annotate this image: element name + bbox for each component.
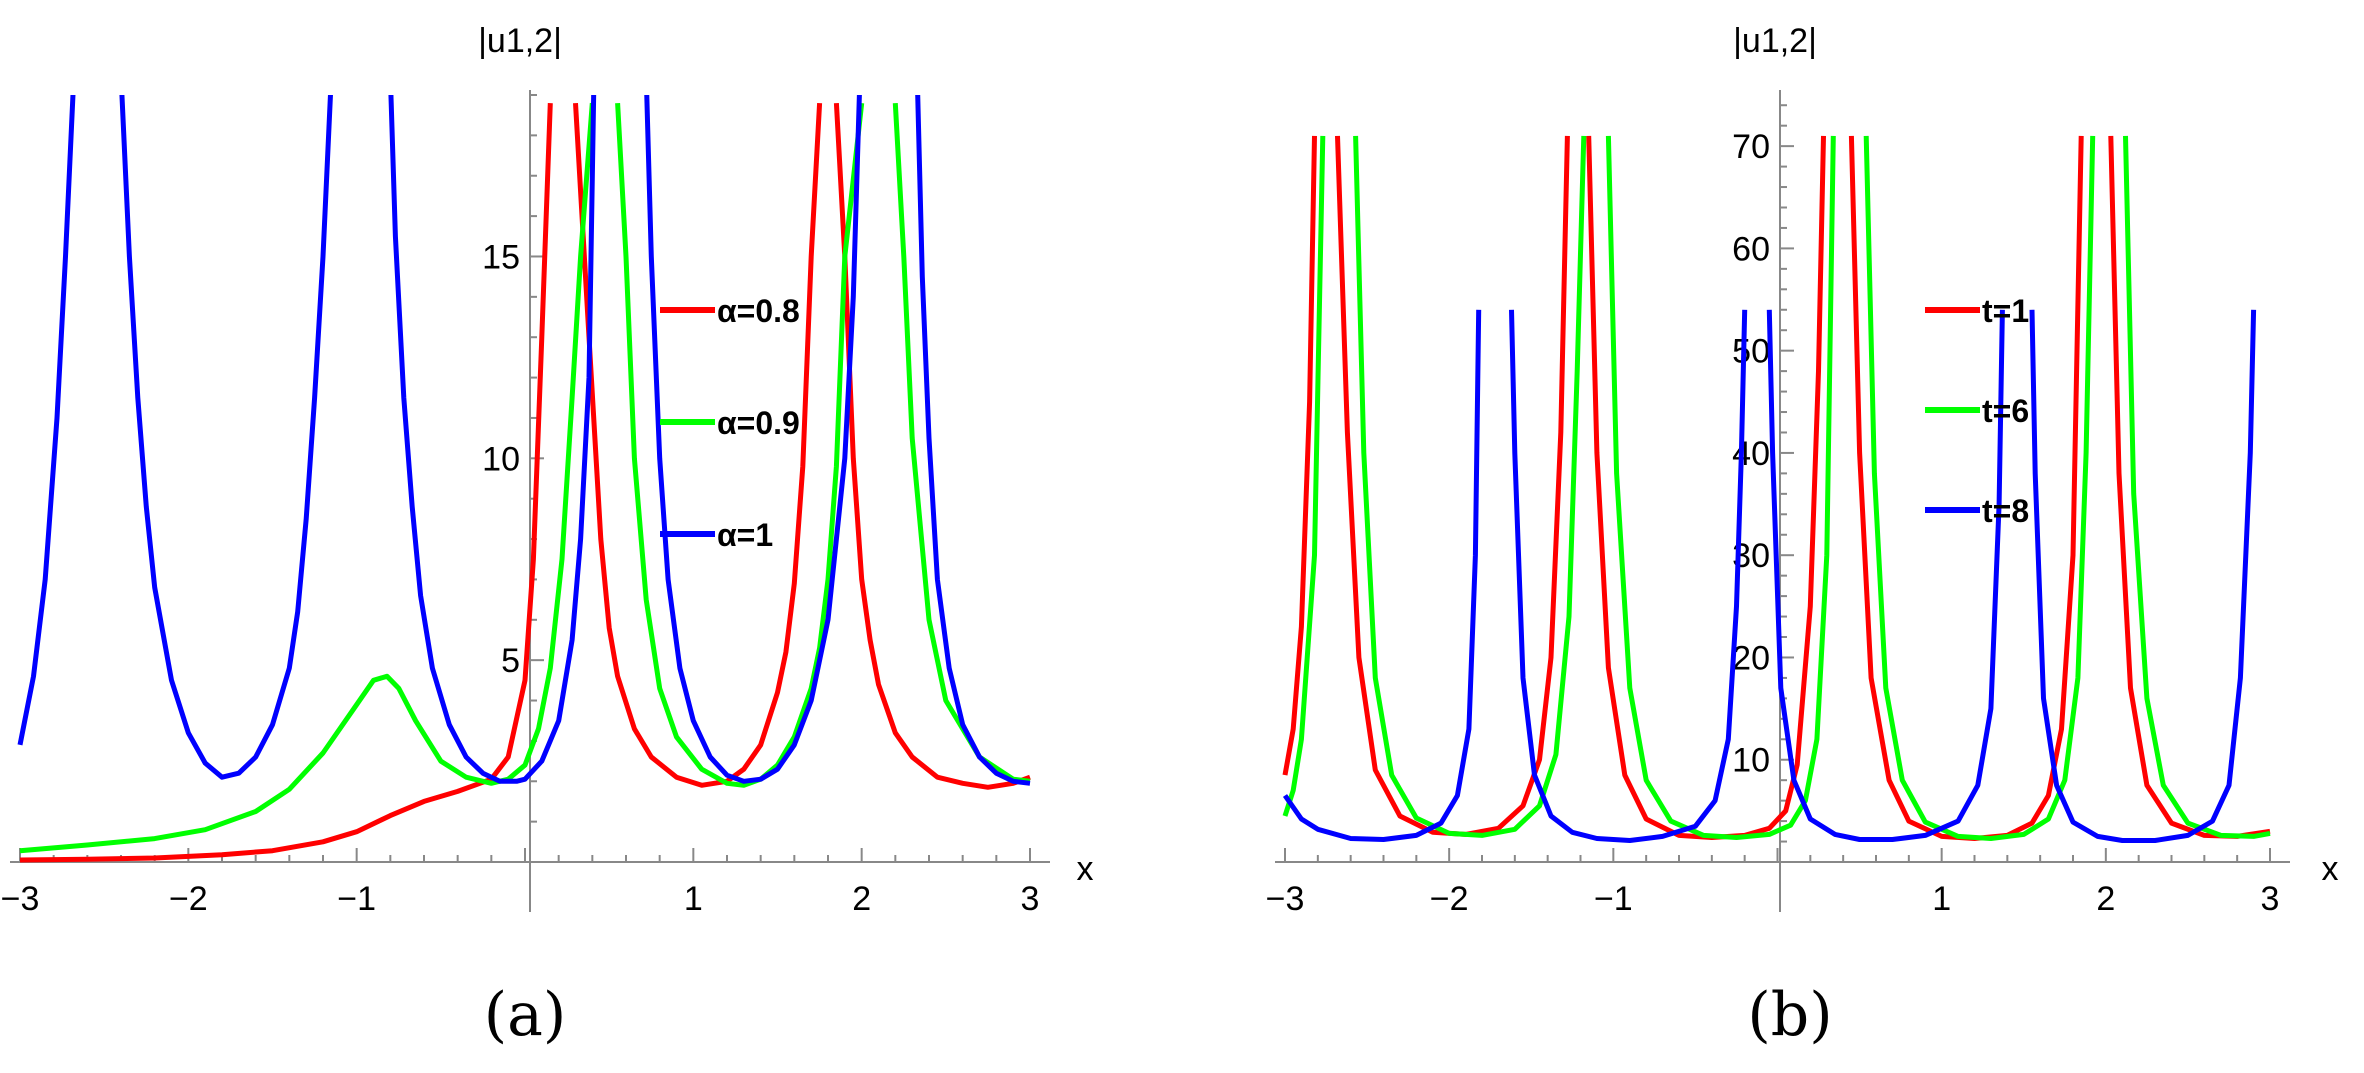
series-line-3 bbox=[1282, 309, 2257, 843]
x-axis-title: x bbox=[1077, 850, 1094, 888]
series-line-2 bbox=[19, 102, 1031, 854]
x-tick-label: −3 bbox=[1266, 880, 1305, 918]
x-tick-label: 1 bbox=[1932, 880, 1951, 918]
y-tick-label: 20 bbox=[1732, 639, 1770, 677]
legend-label: α=0.8 bbox=[717, 293, 800, 329]
series-line-3 bbox=[17, 95, 1031, 786]
x-tick-label: 2 bbox=[2096, 880, 2115, 918]
y-tick-label: 5 bbox=[501, 642, 520, 680]
series-line-1 bbox=[1282, 135, 2271, 841]
chart-panel-a: −3 −2 −1 1 2 3 5 10 15 |u1,2| x α=0.8 α=0.9 α=1 (a) bbox=[1, 22, 1094, 1050]
legend-label: t=6 bbox=[1982, 393, 2029, 429]
y-axis-title: |u1,2| bbox=[1733, 22, 1817, 60]
panel-label: (a) bbox=[484, 980, 567, 1050]
series-line-2 bbox=[1282, 135, 2271, 841]
x-tick-label: −3 bbox=[1, 880, 40, 918]
x-tick-label: 3 bbox=[2261, 880, 2280, 918]
x-tick-label: 2 bbox=[852, 880, 871, 918]
legend-label: t=1 bbox=[1982, 293, 2029, 329]
legend-label: t=8 bbox=[1982, 493, 2029, 529]
x-tick-label: −1 bbox=[337, 880, 376, 918]
series-group bbox=[1282, 135, 2271, 843]
x-tick-label: −2 bbox=[1430, 880, 1469, 918]
series-line-1 bbox=[19, 102, 1031, 863]
y-tick-label: 10 bbox=[482, 440, 520, 478]
chart-panel-b: −3 −2 −1 1 2 310203040506070|u1,2|xt=1t=6t=8(… bbox=[1266, 22, 2339, 1050]
y-tick-label: 10 bbox=[1732, 742, 1770, 780]
y-tick-label: 15 bbox=[482, 238, 520, 276]
panel-label: (b) bbox=[1747, 980, 1832, 1050]
y-tick-label: 60 bbox=[1732, 230, 1770, 268]
x-axis-title: x bbox=[2322, 850, 2339, 888]
y-tick-label: 40 bbox=[1732, 435, 1770, 473]
series-group bbox=[17, 95, 1031, 863]
y-tick-label: 70 bbox=[1732, 128, 1770, 166]
x-tick-label: −2 bbox=[169, 880, 208, 918]
y-axis-title: |u1,2| bbox=[478, 22, 562, 60]
legend-label: α=0.9 bbox=[717, 405, 800, 441]
y-tick-label: 50 bbox=[1732, 333, 1770, 371]
x-tick-label: 1 bbox=[684, 880, 703, 918]
legend-label: α=1 bbox=[717, 517, 773, 553]
x-tick-label: 3 bbox=[1021, 880, 1040, 918]
x-tick-label: −1 bbox=[1594, 880, 1633, 918]
